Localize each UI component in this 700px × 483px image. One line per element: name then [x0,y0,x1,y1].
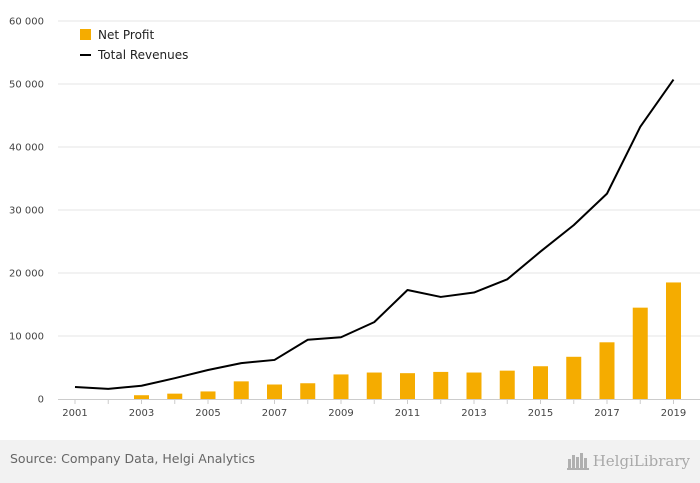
bar-net-profit [566,356,582,399]
bar-net-profit [167,393,183,399]
bar-net-profit [466,372,482,399]
bar-net-profit [533,366,548,399]
x-tick-label: 2003 [129,408,154,419]
bar-net-profit [366,372,382,399]
legend-label-total-revenues: Total Revenues [97,48,188,62]
x-tick-label: 2005 [195,408,220,419]
legend-swatch-net-profit [80,29,91,40]
chart: 0 10 000 20 000 30 000 40 000 50 000 60 000 20… [9,17,700,419]
total-revenues-line-group [74,79,675,390]
brand-name: HelgiLibrary [592,452,690,470]
bar-net-profit [433,371,449,399]
y-axis-tick-labels: 0 10 000 20 000 30 000 40 000 50 000 60 000 [9,17,44,406]
bar-net-profit [200,391,216,399]
bar-net-profit [499,370,515,399]
y-tick-label: 60 000 [9,17,44,28]
bar-net-profit [233,381,249,399]
legend-label-net-profit: Net Profit [98,28,154,42]
bar-net-profit [599,342,615,399]
y-tick-label: 40 000 [9,143,44,154]
y-tick-label: 20 000 [9,269,44,280]
footer: Source: Company Data, Helgi Analytics He… [0,440,700,483]
bar-net-profit [400,373,415,399]
bar-net-profit [300,383,316,399]
source-note: Source: Company Data, Helgi Analytics [10,451,256,466]
legend: Net Profit Total Revenues [80,28,188,62]
x-tick-label: 2009 [328,408,353,419]
library-logo-icon [566,453,589,470]
gridlines [58,20,700,337]
x-tick-label: 2015 [528,408,553,419]
x-tick-label: 2013 [461,408,486,419]
bar-net-profit [134,395,149,399]
bar-net-profit [267,384,282,399]
brand: HelgiLibrary [566,449,690,473]
x-tick-label: 2007 [262,408,287,419]
bar-net-profit [666,282,681,399]
y-tick-label: 50 000 [9,80,44,91]
bar-net-profit [333,374,349,399]
x-tick-label: 2001 [62,408,87,419]
y-tick-label: 0 [38,395,44,406]
x-tick-label: 2017 [594,408,619,419]
bar-net-profit [632,307,648,399]
x-tick-label: 2011 [395,408,420,419]
x-axis: 2001 2003 2005 2007 2009 2011 2013 2015 2017 2019 [58,399,700,419]
net-profit-bars [134,282,681,399]
x-tick-label: 2019 [661,408,686,419]
total-revenues-line [74,79,675,390]
y-tick-label: 30 000 [9,206,44,217]
y-tick-label: 10 000 [9,332,44,343]
